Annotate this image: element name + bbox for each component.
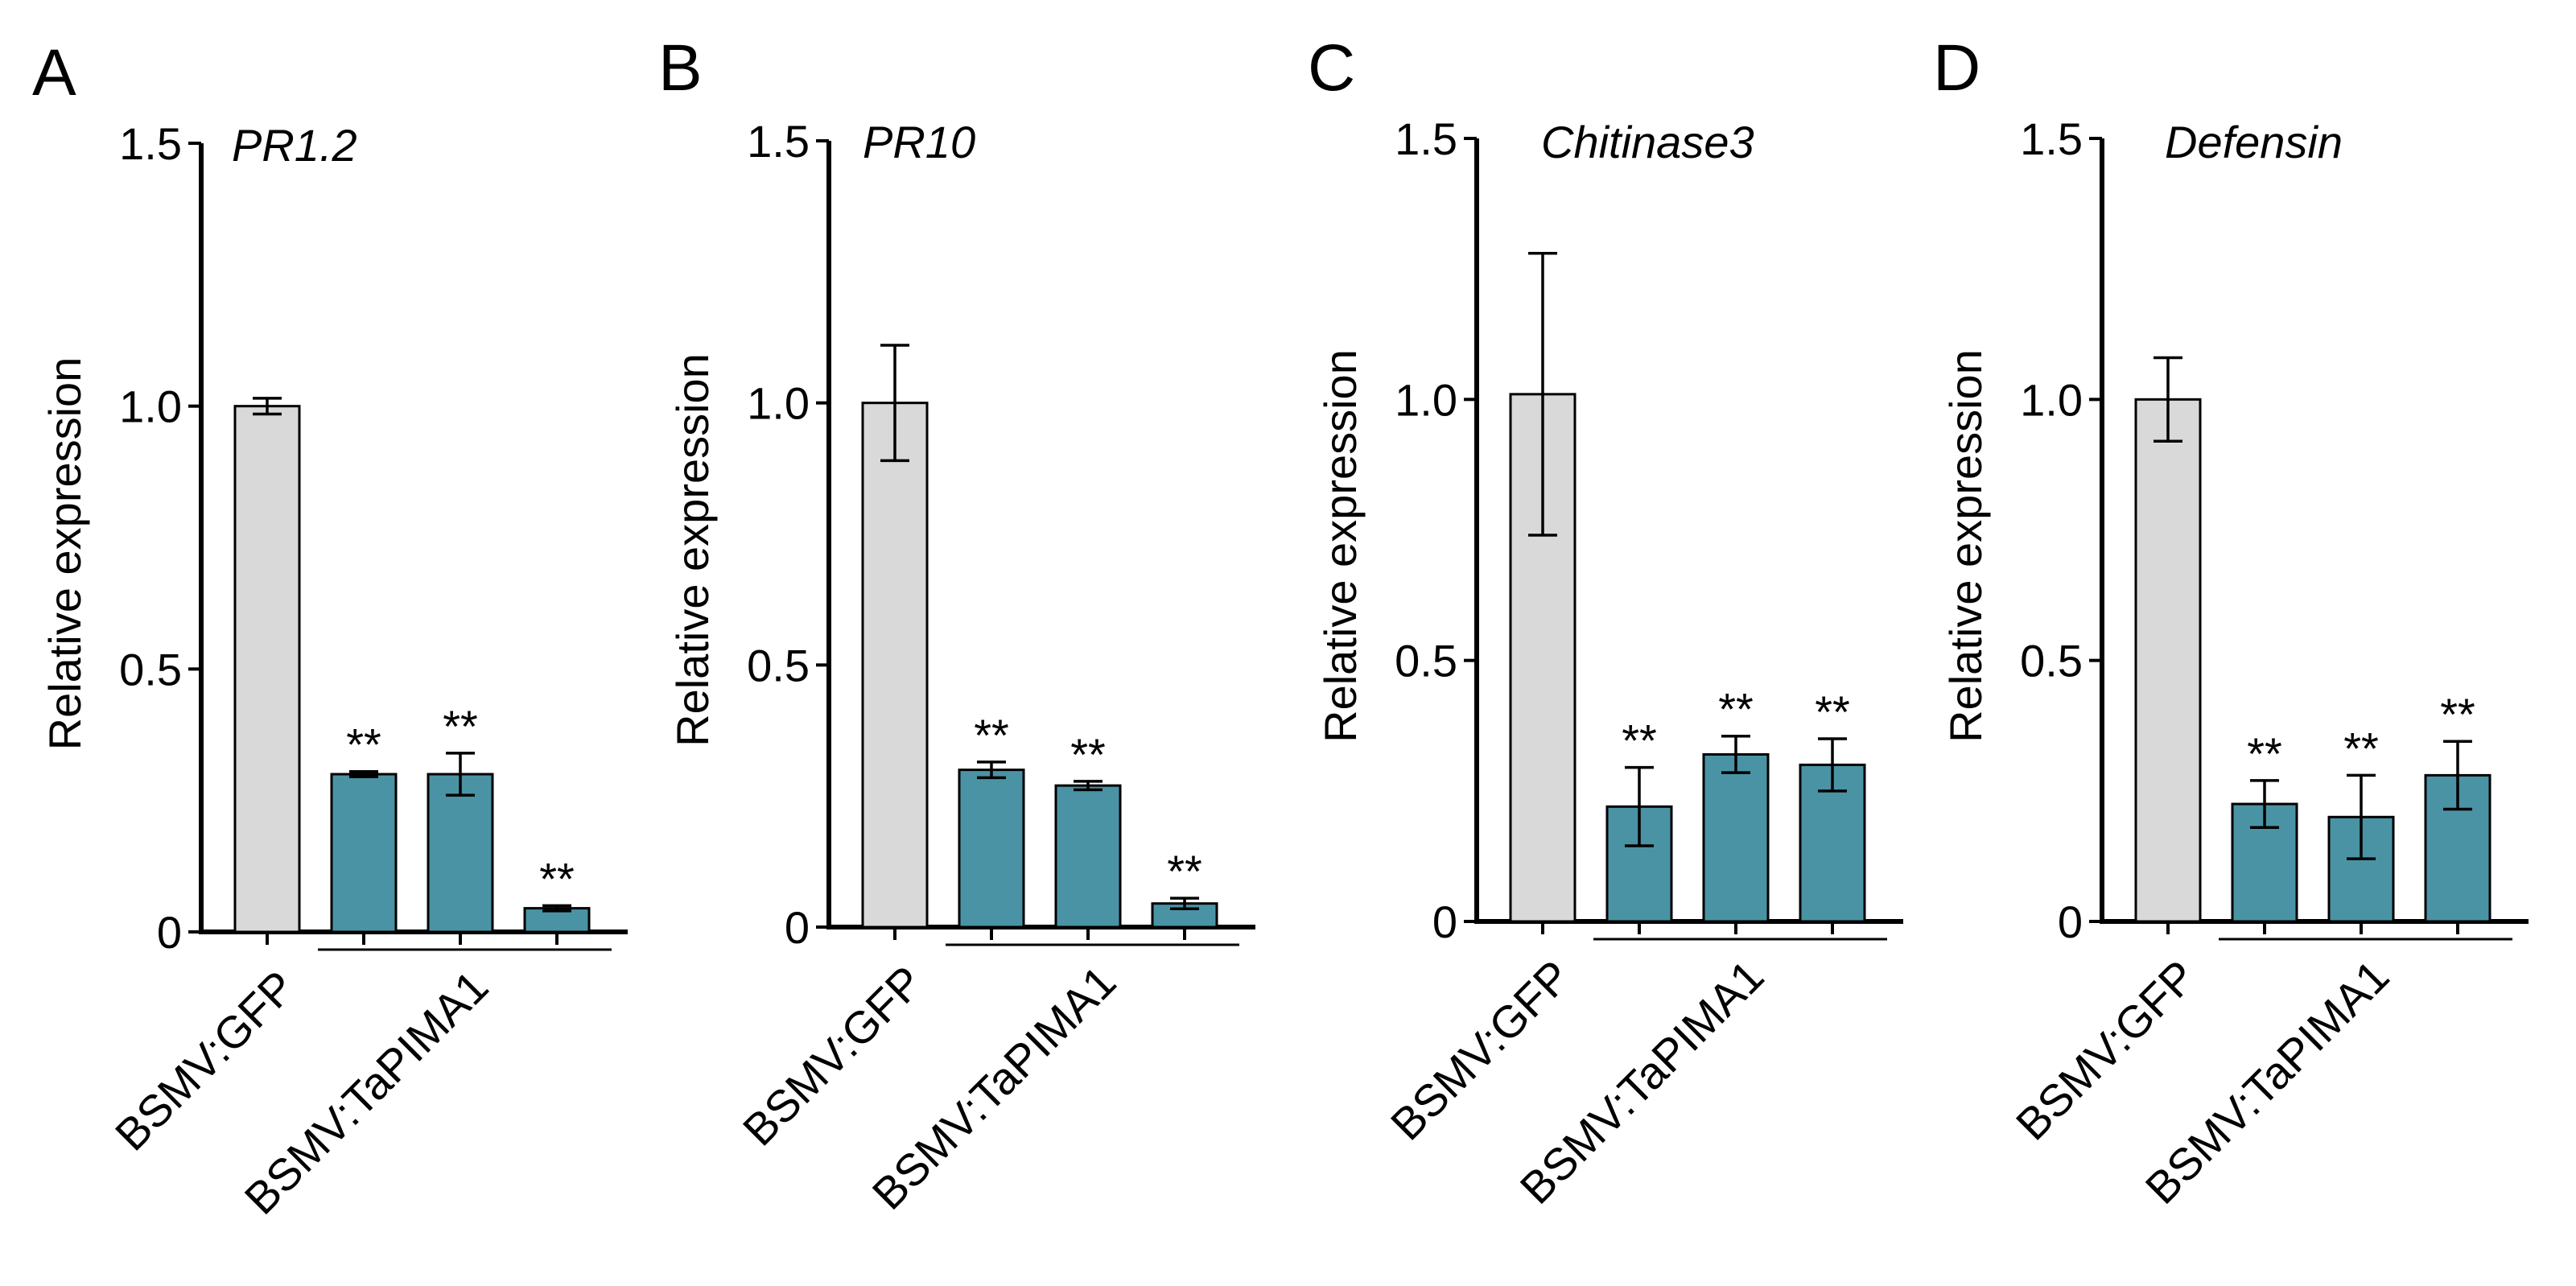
y-tick-label: 1.0 — [747, 378, 810, 429]
panel-letter: D — [1933, 31, 1980, 105]
chart-title: Chitinase3 — [1541, 117, 1754, 167]
significance-label: ** — [2247, 728, 2282, 779]
bar — [233, 405, 301, 934]
panel-letter: B — [658, 31, 703, 105]
y-tick-label: 0.5 — [1395, 636, 1457, 686]
y-tick-label: 0 — [1432, 896, 1457, 947]
y-tick-label: 0 — [157, 907, 182, 958]
category-label-control: BSMV:GFP — [733, 956, 933, 1156]
y-axis-label: Relative expression — [1315, 349, 1366, 743]
bar — [2134, 398, 2202, 923]
panel-b: B PR10 0 0.5 1.0 1.5 Relative expression ** ** **… — [658, 31, 1255, 1219]
bar — [427, 773, 494, 934]
y-tick-label: 0.5 — [747, 640, 810, 690]
y-axis-label: Relative expression — [39, 357, 90, 751]
significance-label: ** — [443, 701, 478, 752]
y-tick-label: 0 — [785, 902, 810, 953]
y-tick-label: 1.0 — [119, 381, 182, 432]
y-tick-label: 0 — [2058, 896, 2083, 947]
y-tick-label: 1.5 — [2020, 113, 2083, 164]
chart-title: PR10 — [863, 117, 975, 167]
y-tick-label: 1.5 — [1395, 113, 1457, 164]
panel-a: A PR1.2 0 0.5 1.0 1.5 Relative expression ** ** *… — [32, 36, 628, 1224]
y-tick-label: 1.5 — [119, 118, 182, 169]
category-label-control: BSMV:GFP — [1381, 950, 1581, 1150]
significance-label: ** — [974, 710, 1009, 760]
significance-label: ** — [346, 719, 381, 770]
bar — [1054, 784, 1122, 929]
significance-label: ** — [1718, 684, 1754, 735]
bar — [330, 773, 398, 934]
significance-label: ** — [1167, 846, 1202, 896]
y-tick-label: 1.0 — [1395, 374, 1457, 425]
significance-label: ** — [1622, 715, 1657, 766]
y-axis-label: Relative expression — [667, 353, 718, 747]
bar — [1702, 752, 1770, 923]
chart-title: Defensin — [2165, 117, 2343, 167]
panel-d: D Defensin 0 0.5 1.0 1.5 Relative expression **… — [1933, 31, 2529, 1214]
bar — [861, 402, 929, 929]
bar — [958, 769, 1025, 929]
chart-title: PR1.2 — [232, 120, 357, 171]
y-tick-label: 1.5 — [747, 116, 810, 167]
significance-label: ** — [1815, 686, 1850, 737]
significance-label: ** — [2343, 723, 2379, 773]
category-label-control: BSMV:GFP — [105, 961, 305, 1160]
panel-letter: C — [1308, 31, 1355, 105]
significance-label: ** — [1070, 729, 1106, 780]
significance-label: ** — [2440, 689, 2475, 740]
y-axis-label: Relative expression — [1940, 349, 1991, 743]
panel-letter: A — [32, 36, 76, 109]
category-label-control: BSMV:GFP — [2006, 950, 2206, 1150]
significance-label: ** — [539, 853, 575, 904]
y-tick-label: 0.5 — [119, 644, 182, 695]
panel-c: C Chitinase3 0 0.5 1.0 1.5 Relative expression… — [1308, 31, 1903, 1214]
y-tick-label: 1.0 — [2020, 374, 2083, 425]
y-tick-label: 0.5 — [2020, 636, 2083, 686]
